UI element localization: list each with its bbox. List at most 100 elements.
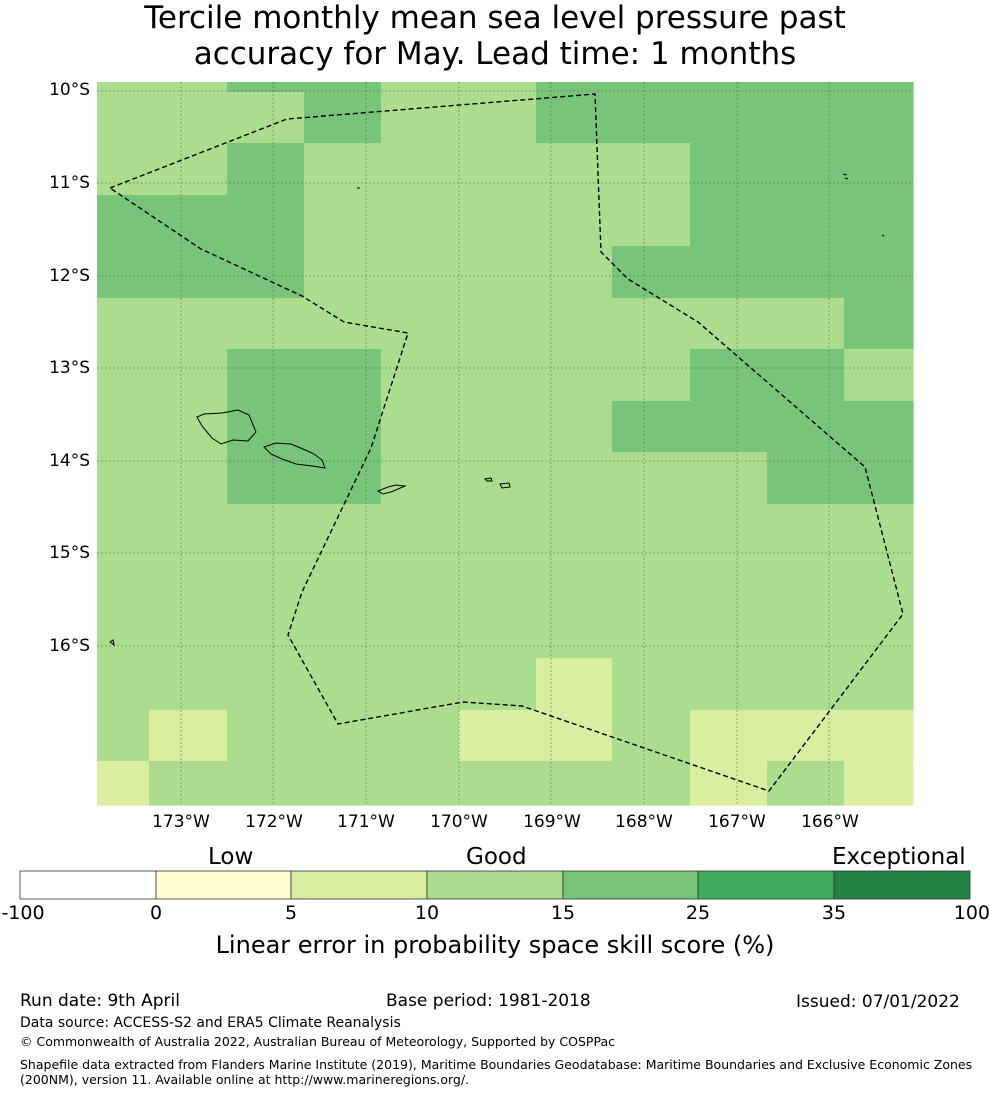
skill-cell bbox=[381, 92, 460, 144]
skill-cell bbox=[612, 401, 691, 453]
skill-cell bbox=[690, 504, 768, 556]
lat-label-11s: 11°S bbox=[49, 173, 90, 193]
data-source: Data source: ACCESS-S2 and ERA5 Climate … bbox=[20, 1015, 401, 1031]
skill-cell bbox=[97, 195, 150, 247]
skill-cell bbox=[304, 607, 382, 659]
skill-cell bbox=[612, 555, 691, 608]
skill-cell bbox=[844, 246, 914, 299]
colorbar-title: Linear error in probability space skill … bbox=[215, 931, 775, 959]
skill-cell bbox=[612, 658, 691, 711]
skill-cell bbox=[459, 658, 537, 711]
skill-cell bbox=[612, 607, 691, 659]
skill-cell bbox=[97, 504, 150, 556]
skill-cell bbox=[690, 92, 768, 144]
island-north-east bbox=[842, 173, 849, 180]
issued-date: Issued: 07/01/2022 bbox=[796, 992, 960, 1012]
skill-cell bbox=[381, 710, 460, 762]
skill-cell bbox=[227, 658, 305, 711]
skill-cell bbox=[690, 246, 768, 299]
colorbar-segment bbox=[19, 870, 157, 900]
skill-cell bbox=[149, 555, 228, 608]
skill-cell bbox=[97, 246, 150, 299]
skill-cell bbox=[459, 298, 537, 350]
skill-cell bbox=[149, 92, 228, 144]
skill-cell bbox=[612, 298, 691, 350]
colorbar-group-exceptional: Exceptional bbox=[832, 844, 966, 870]
island-small-west bbox=[109, 639, 115, 647]
skill-cell bbox=[767, 82, 845, 93]
skill-cell bbox=[536, 504, 613, 556]
skill-cell bbox=[536, 401, 613, 453]
skill-cell bbox=[381, 658, 460, 711]
skill-cell bbox=[767, 504, 845, 556]
skill-cell bbox=[536, 143, 613, 196]
skill-cell bbox=[97, 452, 150, 505]
skill-cell bbox=[149, 761, 228, 806]
skill-cell bbox=[536, 761, 613, 806]
colorbar-tick-0: 0 bbox=[149, 902, 163, 924]
skill-cell bbox=[381, 298, 460, 350]
colorbar-segment bbox=[155, 870, 292, 900]
skill-cell bbox=[149, 82, 228, 93]
skill-cell bbox=[227, 607, 305, 659]
skill-cell bbox=[844, 504, 914, 556]
skill-cell bbox=[459, 82, 537, 93]
island-savaii bbox=[196, 409, 257, 445]
skill-cell bbox=[844, 607, 914, 659]
skill-cell bbox=[612, 710, 691, 762]
skill-cell bbox=[227, 761, 305, 806]
skill-cell bbox=[381, 401, 460, 453]
skill-cell bbox=[459, 349, 537, 402]
skill-cell bbox=[767, 761, 845, 806]
skill-cell bbox=[844, 92, 914, 144]
skill-cell bbox=[690, 452, 768, 505]
skill-cell bbox=[844, 658, 914, 711]
skill-cell bbox=[227, 246, 305, 299]
skill-cell bbox=[149, 195, 228, 247]
skill-cell bbox=[381, 143, 460, 196]
skill-cell bbox=[381, 761, 460, 806]
skill-cell bbox=[690, 143, 768, 196]
skill-cell bbox=[612, 246, 691, 299]
skill-cell bbox=[304, 761, 382, 806]
colorbar-segment bbox=[562, 870, 699, 900]
lon-label-172w: 172°W bbox=[245, 812, 303, 832]
skill-cell bbox=[612, 82, 691, 93]
skill-cell bbox=[459, 143, 537, 196]
skill-cell bbox=[97, 349, 150, 402]
skill-cell bbox=[227, 92, 305, 144]
skill-cell bbox=[227, 555, 305, 608]
skill-cell bbox=[149, 658, 228, 711]
lon-label-169w: 169°W bbox=[523, 812, 581, 832]
island-tutuila bbox=[376, 484, 407, 495]
colorbar-segment bbox=[833, 870, 971, 900]
skill-cell bbox=[690, 298, 768, 350]
skill-cell bbox=[304, 555, 382, 608]
skill-cell bbox=[149, 607, 228, 659]
skill-cell bbox=[97, 298, 150, 350]
colorbar-tick-35: 35 bbox=[821, 902, 847, 924]
skill-cell bbox=[767, 710, 845, 762]
skill-cell bbox=[149, 710, 228, 762]
colorbar-group-low: Low bbox=[208, 844, 254, 870]
skill-cell bbox=[381, 246, 460, 299]
colorbar-group-good: Good bbox=[466, 844, 527, 870]
skill-cell bbox=[459, 401, 537, 453]
skill-cell bbox=[844, 349, 914, 402]
colorbar-segment bbox=[290, 870, 428, 900]
skill-grid bbox=[97, 82, 914, 806]
graticule bbox=[97, 82, 913, 805]
skill-cell bbox=[381, 82, 460, 93]
coastlines bbox=[109, 173, 885, 647]
skill-cell bbox=[690, 710, 768, 762]
skill-cell bbox=[381, 555, 460, 608]
map-title-line-1: Tercile monthly mean sea level pressure … bbox=[144, 0, 846, 36]
skill-cell bbox=[536, 555, 613, 608]
colorbar-segment bbox=[426, 870, 564, 900]
skill-cell bbox=[97, 401, 150, 453]
skill-cell bbox=[149, 143, 228, 196]
skill-cell bbox=[227, 298, 305, 350]
copyright: © Commonwealth of Australia 2022, Austra… bbox=[20, 1034, 615, 1049]
skill-cell bbox=[227, 710, 305, 762]
skill-cell bbox=[767, 658, 845, 711]
